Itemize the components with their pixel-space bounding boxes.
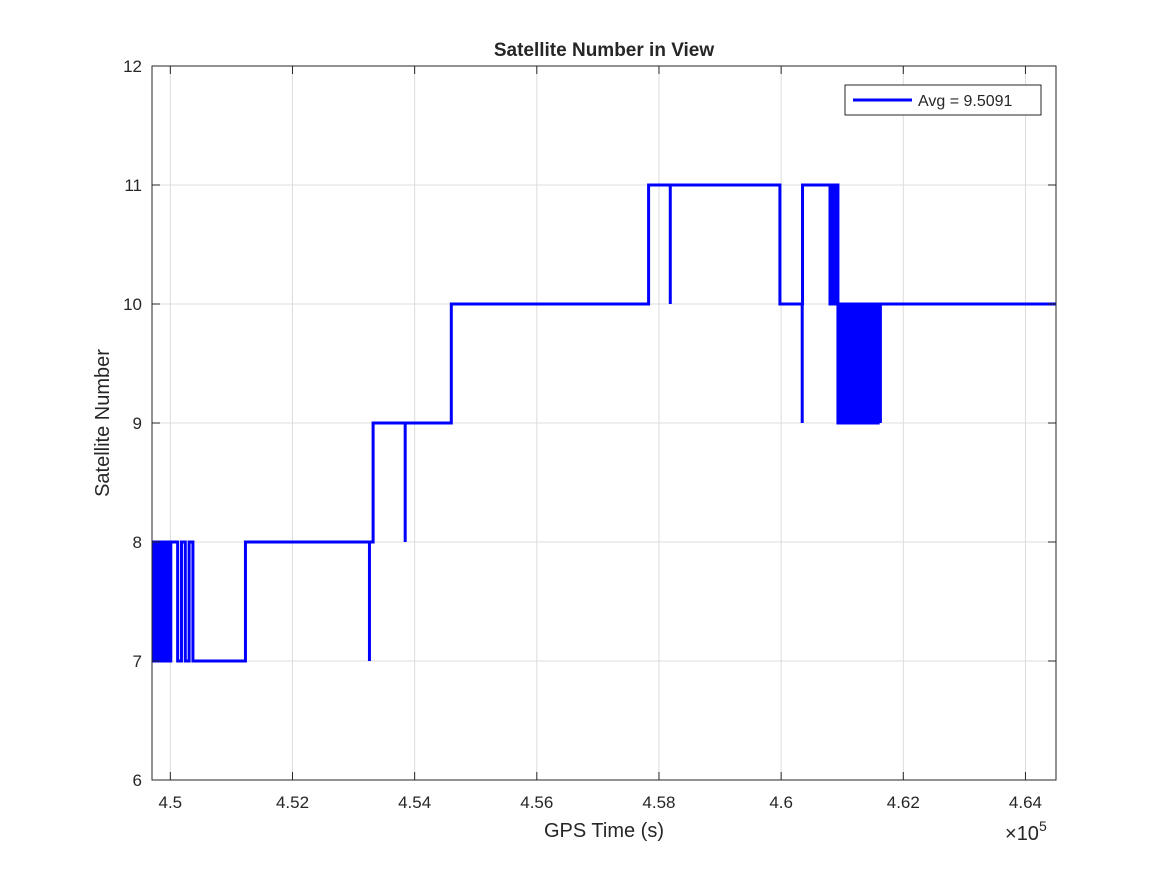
y-tick-label: 6 — [133, 771, 142, 790]
x-tick-label: 4.56 — [520, 793, 553, 812]
y-tick-label: 11 — [124, 176, 142, 195]
x-tick-label: 4.62 — [887, 793, 920, 812]
legend-label: Avg = 9.5091 — [918, 93, 1013, 110]
x-tick-label: 4.58 — [642, 793, 675, 812]
x-tick-label: 4.52 — [276, 793, 309, 812]
x-tick-label: 4.6 — [769, 793, 793, 812]
x-tick-labels: 4.5 4.52 4.54 4.56 4.58 4.6 4.62 4.64 — [159, 793, 1043, 812]
y-tick-label: 12 — [123, 57, 142, 76]
x-tick-label: 4.5 — [159, 793, 183, 812]
x-exponent-power: 5 — [1039, 818, 1047, 834]
y-tick-label: 10 — [123, 295, 142, 314]
series-layer — [152, 183, 1056, 663]
legend-box — [844, 84, 1042, 116]
x-exponent-label: ×105 — [1005, 818, 1047, 845]
axis-ticks — [152, 65, 1056, 781]
y-tick-label: 8 — [133, 533, 142, 552]
x-exponent-base: 10 — [1017, 823, 1039, 845]
x-tick-label: 4.64 — [1009, 793, 1042, 812]
series-line — [152, 183, 1056, 663]
svg-text:×105: ×105 — [1005, 818, 1047, 845]
x-tick-label: 4.54 — [398, 793, 431, 812]
x-exponent-times: × — [1005, 823, 1017, 845]
y-tick-label: 9 — [133, 414, 142, 433]
y-axis-label: Satellite Number — [92, 349, 114, 497]
y-tick-labels: 6 7 8 9 10 11 12 — [123, 57, 142, 790]
x-axis-label: GPS Time (s) — [544, 820, 664, 842]
chart-title: Satellite Number in View — [494, 40, 715, 61]
y-tick-label: 7 — [133, 652, 142, 671]
legend: Avg = 9.5091 — [844, 84, 1042, 116]
